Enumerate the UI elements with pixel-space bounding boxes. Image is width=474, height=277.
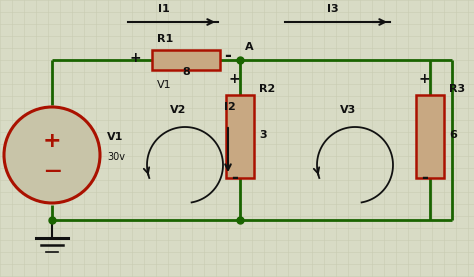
Text: 30v: 30v <box>107 152 125 162</box>
Bar <box>152 50 220 70</box>
Text: V1: V1 <box>157 80 172 90</box>
Text: R2: R2 <box>259 84 275 94</box>
Text: —: — <box>44 162 60 180</box>
Bar <box>416 95 444 178</box>
Circle shape <box>4 107 100 203</box>
Text: 8: 8 <box>182 67 190 77</box>
Text: I2: I2 <box>224 102 236 112</box>
Text: 6: 6 <box>449 130 457 140</box>
Text: 3: 3 <box>259 130 266 140</box>
Text: V1: V1 <box>107 132 123 142</box>
Text: -: - <box>231 169 238 187</box>
Text: R3: R3 <box>449 84 465 94</box>
Bar <box>226 95 254 178</box>
Text: +: + <box>43 131 61 151</box>
Text: A: A <box>245 42 254 52</box>
Text: I1: I1 <box>158 4 170 14</box>
Text: V2: V2 <box>170 105 186 115</box>
Text: R1: R1 <box>157 34 173 44</box>
Text: +: + <box>229 72 241 86</box>
Text: +: + <box>419 72 430 86</box>
Text: V3: V3 <box>340 105 356 115</box>
Text: -: - <box>421 169 428 187</box>
Text: -: - <box>224 47 231 65</box>
Text: +: + <box>130 51 142 65</box>
Text: I3: I3 <box>327 4 338 14</box>
